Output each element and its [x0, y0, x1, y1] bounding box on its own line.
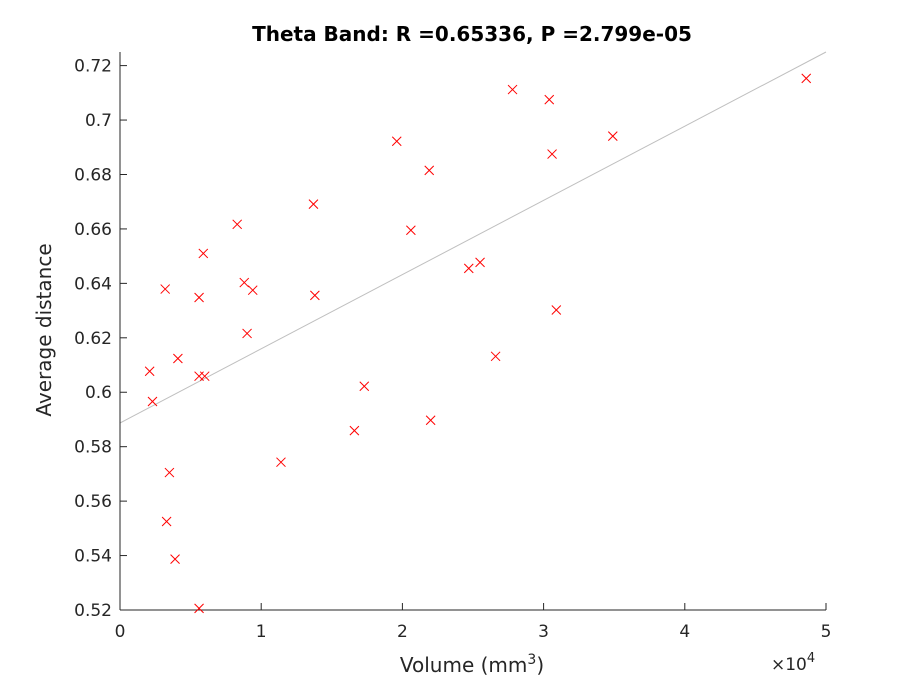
data-point-marker: [194, 292, 204, 303]
x-axis-exponent-power: 4: [807, 651, 815, 666]
x-tick-label: 1: [256, 622, 267, 642]
y-tick-label: 0.7: [85, 111, 112, 131]
data-point-marker: [349, 425, 360, 436]
x-tick-label: 0: [115, 622, 126, 642]
data-point-marker: [160, 284, 171, 294]
y-tick-label: 0.58: [74, 438, 112, 458]
data-point-marker: [406, 225, 416, 236]
plot-area: 0 1 2 3 4 5 0.52 0.54 0.56 0.58 0.6 0.62 0.64 0.66 0.6…: [74, 51, 832, 642]
y-tick-label: 0.72: [74, 57, 112, 77]
data-point-marker: [310, 290, 320, 301]
data-point-marker: [232, 219, 243, 230]
data-point-marker: [490, 351, 501, 362]
data-point-marker: [308, 199, 319, 210]
y-tick-label: 0.62: [74, 329, 112, 349]
data-point-marker: [247, 285, 258, 296]
data-point-marker: [801, 73, 812, 84]
data-point-marker: [475, 257, 485, 268]
data-point-marker: [164, 467, 175, 478]
y-tick-label: 0.54: [74, 547, 112, 567]
data-point-marker: [425, 415, 436, 426]
data-point-marker: [147, 396, 158, 407]
y-tick-label: 0.6: [85, 383, 112, 403]
y-tick-label: 0.64: [74, 274, 112, 294]
x-tick-label: 5: [821, 622, 832, 642]
data-point-marker: [194, 603, 204, 614]
x-axis-label-main: Volume (mm: [400, 653, 528, 677]
x-axis-label-superscript: 3: [527, 652, 536, 668]
data-point-marker: [170, 554, 180, 564]
data-point-marker: [544, 94, 555, 105]
data-point-marker: [239, 277, 250, 288]
data-point-marker: [173, 353, 183, 364]
x-tick-label: 3: [538, 622, 549, 642]
y-axis-label: Average distance: [32, 243, 56, 416]
data-point-marker: [607, 131, 618, 141]
y-tick-label: 0.66: [74, 220, 112, 240]
data-point-marker: [161, 516, 172, 527]
data-point-marker: [391, 136, 402, 147]
x-axis-exponent: ×104: [771, 651, 815, 675]
data-point-marker: [463, 263, 474, 274]
x-axis-label-close: ): [536, 653, 544, 677]
regression-line: [119, 51, 827, 424]
data-point-marker: [424, 165, 435, 176]
data-point-marker: [547, 149, 557, 159]
x-axis-exponent-base: ×10: [771, 655, 807, 675]
data-point-marker: [507, 84, 518, 95]
chart-title: Theta Band: R =0.65336, P =2.799e-05: [252, 22, 692, 46]
data-point-marker: [144, 366, 155, 377]
data-point-marker: [276, 457, 286, 468]
data-point-marker: [551, 305, 562, 315]
x-axis-label: Volume (mm3): [400, 652, 544, 677]
data-point-marker: [242, 328, 252, 339]
data-point-marker: [359, 381, 370, 392]
x-tick-label: 4: [679, 622, 690, 642]
x-tick-label: 2: [397, 622, 408, 642]
y-tick-label: 0.52: [74, 601, 112, 621]
y-tick-label: 0.56: [74, 492, 112, 512]
data-point-marker: [199, 371, 210, 382]
y-tick-label: 0.68: [74, 165, 112, 185]
data-point-marker: [198, 248, 209, 259]
